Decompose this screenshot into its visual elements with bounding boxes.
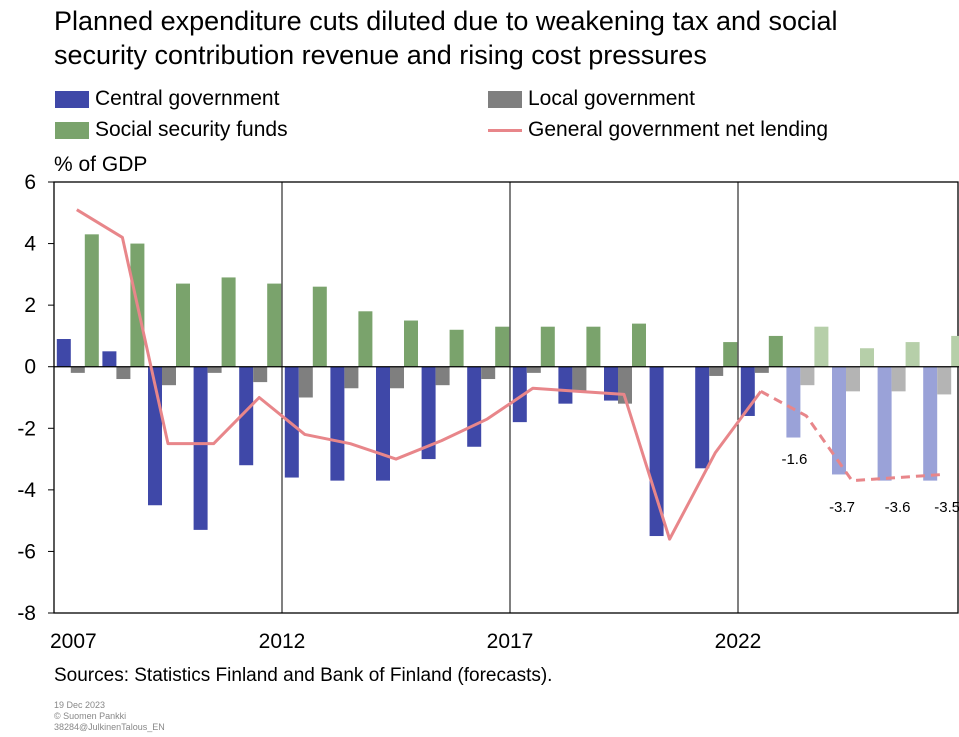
bar-social-2007 [84, 234, 99, 367]
y-tick-label-5: -4 [17, 479, 36, 502]
bar-central-2020 [649, 366, 664, 537]
bar-local-2023 [800, 366, 815, 386]
legend-label-net-lending: General government net lending [528, 118, 829, 141]
bar-central-2018 [558, 366, 573, 404]
x-tick-label-2007: 2007 [50, 630, 97, 653]
bar-central-2024 [832, 366, 846, 475]
bar-local-2018 [572, 366, 587, 392]
bar-central-2025 [877, 366, 892, 481]
data-label-2023: -1.6 [781, 451, 807, 468]
bar-local-2022 [754, 366, 769, 373]
bar-central-2019 [604, 366, 618, 401]
legend-local-government: Local government [488, 87, 695, 111]
line-net-lending-actual [76, 208, 763, 541]
bar-social-2010 [221, 277, 236, 367]
bar-social-2011 [267, 283, 282, 367]
legend-swatch-central [55, 90, 89, 108]
plot-border [53, 181, 959, 614]
bar-social-2014 [404, 320, 418, 367]
legend-net-lending: General government net lending [488, 118, 828, 142]
bar-social-2022 [768, 335, 783, 367]
bar-central-2011 [239, 366, 254, 466]
bar-local-2008 [116, 366, 131, 380]
bar-local-2025 [891, 366, 906, 392]
data-label-2024: -3.7 [829, 499, 855, 516]
bar-social-2018 [586, 326, 601, 367]
bar-social-2012 [312, 286, 327, 367]
sources-note: Sources: Statistics Finland and Bank of … [54, 665, 553, 686]
bar-local-2014 [390, 366, 404, 389]
bar-local-2007 [70, 366, 85, 373]
y-tick-label-6: -6 [17, 540, 36, 563]
legend-social-security-funds: Social security funds [55, 118, 288, 142]
bar-local-2010 [207, 366, 222, 373]
meta-date: 19 Dec 2023 [54, 700, 106, 710]
chart-title-line-2: security contribution revenue and rising… [54, 40, 707, 70]
line-net-lending-forecast [760, 390, 944, 483]
bar-social-2024 [860, 348, 874, 367]
bar-social-2015 [449, 329, 464, 367]
bar-local-2024 [846, 366, 860, 392]
bar-central-2021 [695, 366, 710, 469]
bar-local-2021 [709, 366, 724, 376]
bar-local-2013 [344, 366, 359, 389]
bar-social-2017 [540, 326, 555, 367]
legend-swatch-social [55, 121, 89, 139]
x-tick-label-2022: 2022 [715, 630, 762, 653]
bar-social-2023 [814, 326, 829, 367]
legend-label-central: Central government [95, 87, 280, 110]
bar-social-2009 [176, 283, 190, 367]
bar-central-2017 [512, 366, 527, 423]
x-tick-label-2012: 2012 [259, 630, 306, 653]
bar-central-2008 [102, 351, 117, 367]
bar-social-2019 [632, 323, 646, 367]
bar-local-2017 [526, 366, 541, 373]
y-tick-label-1: 4 [24, 233, 36, 256]
legend-central-government: Central government [55, 87, 279, 111]
chart-title: Planned expenditure cuts diluted due to … [54, 4, 959, 72]
bar-social-2025 [905, 342, 920, 367]
legend-label-social: Social security funds [95, 118, 288, 141]
meta-info: 19 Dec 2023 © Suomen Pankki 38284@Julkin… [54, 700, 165, 733]
bar-local-2012 [298, 366, 313, 398]
meta-copyright: © Suomen Pankki [54, 711, 127, 721]
bar-local-2015 [435, 366, 450, 386]
y-tick-label-3: 0 [24, 356, 36, 379]
meta-code: 38284@JulkinenTalous_EN [54, 722, 165, 732]
bar-social-2021 [723, 342, 738, 367]
y-tick-label-4: -2 [17, 417, 36, 440]
legend-swatch-local [488, 90, 522, 108]
bar-social-2026 [951, 335, 959, 367]
bar-local-2009 [162, 366, 176, 386]
bar-social-2016 [495, 326, 510, 367]
bar-local-2016 [481, 366, 496, 380]
bar-central-2016 [467, 366, 482, 447]
bar-central-2023 [786, 366, 801, 438]
bar-central-2007 [56, 339, 71, 367]
bar-central-2026 [923, 366, 938, 481]
x-tick-label-2017: 2017 [487, 630, 534, 653]
bar-central-2015 [421, 366, 436, 460]
bar-local-2026 [937, 366, 952, 395]
bar-central-2013 [330, 366, 345, 481]
y-tick-label-0: 6 [24, 171, 36, 194]
legend-label-local: Local government [528, 87, 695, 110]
bar-local-2011 [253, 366, 268, 383]
y-tick-label-7: -8 [17, 602, 36, 625]
chart-title-line-1: Planned expenditure cuts diluted due to … [54, 6, 838, 36]
legend-swatch-net-lending [488, 128, 522, 132]
y-axis-label: % of GDP [54, 153, 148, 176]
y-tick-label-2: 2 [24, 294, 36, 317]
bar-central-2014 [376, 366, 390, 481]
bar-central-2010 [193, 366, 208, 530]
data-label-2025: -3.6 [885, 499, 911, 516]
data-label-2026: -3.5 [934, 499, 959, 516]
bar-social-2013 [358, 311, 373, 367]
